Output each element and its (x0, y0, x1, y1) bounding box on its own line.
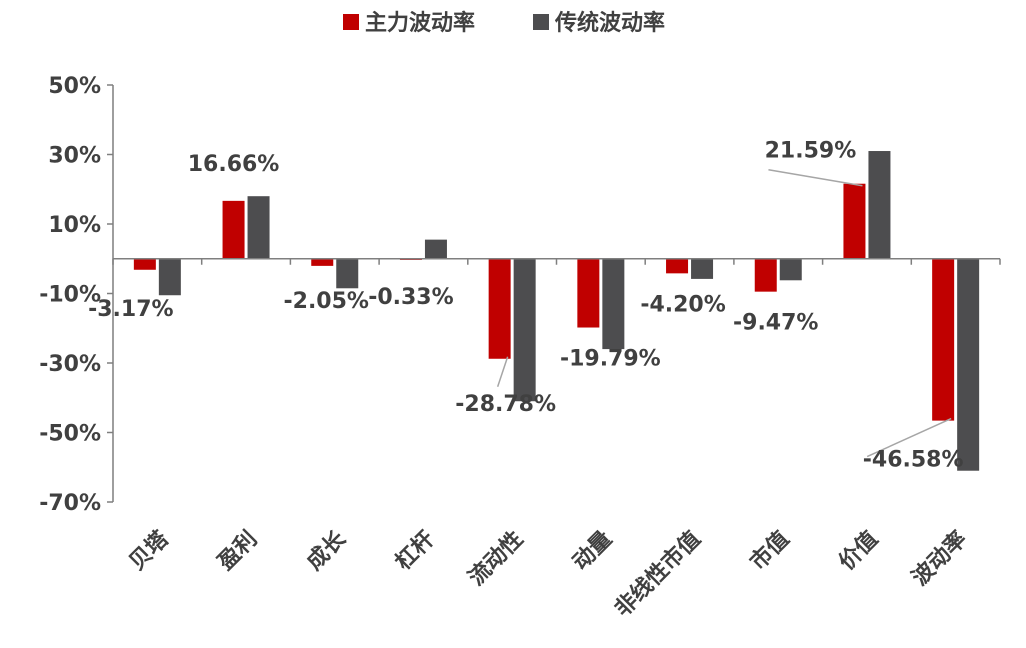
data-label: -9.47% (733, 311, 818, 336)
label-leader-lines (496, 168, 952, 458)
bar-main-4 (488, 258, 511, 359)
leader-line (496, 356, 509, 387)
bar-traditional-0 (158, 258, 181, 296)
bar-traditional-5 (602, 258, 625, 350)
data-label: 21.59% (765, 139, 857, 164)
legend-label: 主力波动率 (365, 10, 475, 36)
data-label: 16.66% (188, 152, 280, 177)
y-tick-label: -30% (39, 352, 101, 377)
bar-main-9 (932, 258, 955, 421)
category-label: 贝塔 (125, 526, 174, 575)
category-label: 波动率 (907, 526, 972, 591)
data-label: -2.05% (284, 289, 369, 314)
legend-swatch (343, 14, 359, 30)
legend-label: 传统波动率 (554, 10, 665, 36)
bar-traditional-8 (868, 151, 891, 259)
bar-main-2 (311, 258, 334, 266)
data-label: -46.58% (863, 448, 964, 473)
bar-main-0 (133, 258, 156, 270)
category-label: 流动性 (463, 526, 528, 591)
y-tick-label: 10% (48, 213, 101, 238)
bar-main-5 (577, 258, 600, 328)
category-label: 成长 (302, 526, 351, 575)
y-tick-label: 50% (48, 74, 101, 99)
y-tick-label: -70% (39, 491, 101, 516)
bar-traditional-1 (247, 196, 270, 259)
bar-traditional-9 (957, 258, 980, 471)
leader-line (768, 168, 863, 187)
bar-traditional-6 (691, 258, 714, 279)
data-label: -28.78% (455, 392, 556, 417)
category-label: 市值 (745, 526, 795, 576)
bar-main-1 (222, 200, 245, 259)
data-labels: -3.17% 16.66% -2.05% -0.33% -28.78%-19.79% -4… (88, 139, 963, 473)
leader-line (866, 417, 952, 458)
bar-traditional-3 (424, 239, 447, 259)
bar-main-7 (754, 258, 777, 292)
bar-main-6 (666, 258, 689, 274)
category-label: 盈利 (213, 527, 263, 577)
bars (133, 151, 980, 471)
data-label: -4.20% (640, 292, 725, 317)
y-tick-label: -50% (39, 422, 101, 447)
legend-swatch (533, 14, 549, 30)
data-label: -19.79% (560, 347, 661, 372)
y-tick-label: -10% (39, 283, 101, 308)
y-tick-label: 30% (48, 144, 101, 169)
data-label: -3.17% (88, 297, 173, 322)
bar-traditional-7 (779, 258, 802, 281)
bar-traditional-2 (336, 258, 359, 289)
legend: 主力波动率 传统波动率 (343, 10, 665, 36)
bar-main-8 (843, 183, 866, 259)
y-axis: 50% 30% 10% -10% -30% -50% -70% (39, 74, 114, 516)
bar-traditional-4 (513, 258, 536, 402)
category-label: 杠杆 (390, 526, 440, 576)
category-label: 动量 (568, 527, 617, 576)
category-label: 价值 (834, 526, 884, 576)
category-label: 非线性市值 (610, 526, 706, 622)
data-label: -0.33% (368, 285, 453, 310)
